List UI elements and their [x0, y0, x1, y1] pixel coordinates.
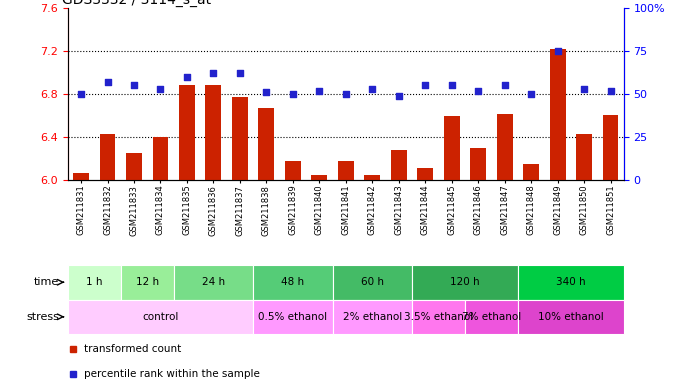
Bar — [205, 86, 221, 180]
Bar — [412, 300, 465, 334]
Bar — [174, 265, 253, 300]
Text: 10% ethanol: 10% ethanol — [538, 312, 603, 322]
Text: 12 h: 12 h — [136, 277, 159, 287]
Point — [499, 83, 510, 89]
Bar — [285, 161, 301, 180]
Point — [605, 88, 616, 94]
Bar — [68, 300, 253, 334]
Point — [261, 89, 272, 95]
Bar — [253, 300, 332, 334]
Point — [473, 88, 483, 94]
Bar — [232, 97, 248, 180]
Text: time: time — [34, 277, 60, 287]
Bar — [338, 161, 354, 180]
Bar — [121, 265, 174, 300]
Text: percentile rank within the sample: percentile rank within the sample — [85, 369, 260, 379]
Bar — [153, 137, 168, 180]
Bar — [443, 116, 460, 180]
Text: 2% ethanol: 2% ethanol — [342, 312, 402, 322]
Bar — [332, 265, 412, 300]
Bar — [258, 108, 275, 180]
Bar — [550, 49, 565, 180]
Text: 0.5% ethanol: 0.5% ethanol — [258, 312, 327, 322]
Bar — [364, 175, 380, 180]
Text: transformed count: transformed count — [85, 344, 182, 354]
Bar — [100, 134, 115, 180]
Text: GDS3332 / 3114_s_at: GDS3332 / 3114_s_at — [62, 0, 212, 7]
Bar — [576, 134, 592, 180]
Bar — [68, 265, 121, 300]
Point — [552, 48, 563, 54]
Bar — [465, 300, 518, 334]
Bar — [253, 265, 332, 300]
Point — [287, 91, 298, 97]
Text: 340 h: 340 h — [556, 277, 586, 287]
Bar — [417, 167, 433, 180]
Point — [393, 93, 404, 99]
Bar — [412, 265, 518, 300]
Point — [420, 83, 431, 89]
Bar — [603, 114, 618, 180]
Point — [235, 70, 245, 76]
Point — [182, 74, 193, 80]
Text: 60 h: 60 h — [361, 277, 384, 287]
Bar — [179, 86, 195, 180]
Bar — [126, 154, 142, 180]
Point — [446, 83, 457, 89]
Text: 24 h: 24 h — [202, 277, 225, 287]
Point — [314, 88, 325, 94]
Point — [129, 83, 140, 89]
Text: 7% ethanol: 7% ethanol — [462, 312, 521, 322]
Point — [525, 91, 536, 97]
Point — [155, 86, 166, 92]
Bar — [518, 265, 624, 300]
Bar — [471, 148, 486, 180]
Bar — [73, 173, 89, 180]
Text: 120 h: 120 h — [450, 277, 480, 287]
Bar — [518, 300, 624, 334]
Point — [578, 86, 589, 92]
Bar — [497, 114, 513, 180]
Text: control: control — [142, 312, 178, 322]
Bar — [391, 150, 407, 180]
Bar — [523, 164, 539, 180]
Bar — [311, 175, 327, 180]
Text: 3.5% ethanol: 3.5% ethanol — [404, 312, 473, 322]
Bar — [332, 300, 412, 334]
Text: 48 h: 48 h — [281, 277, 304, 287]
Point — [102, 79, 113, 85]
Point — [208, 70, 219, 76]
Point — [76, 91, 87, 97]
Point — [367, 86, 378, 92]
Text: stress: stress — [26, 312, 60, 322]
Text: 1 h: 1 h — [86, 277, 102, 287]
Point — [340, 91, 351, 97]
